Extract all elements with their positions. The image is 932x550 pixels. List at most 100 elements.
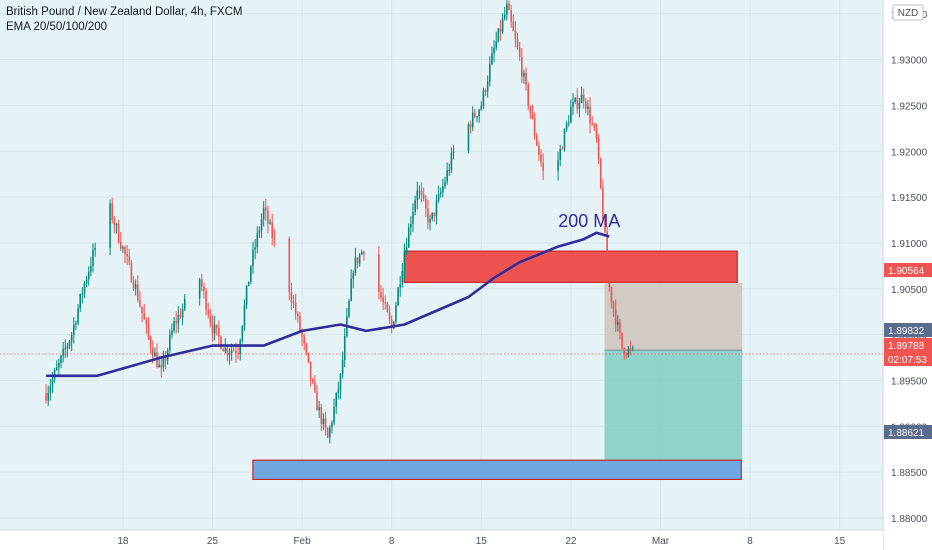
candle-body	[303, 336, 306, 344]
stop-loss-zone	[604, 283, 743, 351]
candle-body	[45, 393, 47, 401]
candle-body	[437, 193, 440, 201]
candle-body	[450, 153, 453, 170]
candles-layer	[45, 0, 634, 444]
candle-body	[612, 301, 615, 309]
time-tick-label: 15	[834, 536, 846, 547]
candle-body	[179, 314, 182, 318]
candle-body	[523, 73, 525, 77]
candle-body	[83, 283, 86, 294]
candle-body	[580, 94, 583, 104]
price-tick-label: 1.92500	[891, 101, 928, 112]
candle-body	[501, 18, 504, 32]
candle-body	[62, 348, 64, 356]
candle-body	[363, 251, 365, 255]
candle-body	[145, 319, 148, 324]
candle-body	[213, 324, 216, 334]
candle-body	[452, 151, 455, 154]
candle-body	[307, 352, 310, 362]
price-tick-label: 1.88500	[891, 468, 928, 479]
indicator-legend: EMA 20/50/100/200	[6, 21, 108, 33]
price-label-text: 1.90564	[888, 266, 925, 277]
candle-body	[476, 116, 478, 118]
candle-body	[480, 105, 483, 110]
candle-body	[297, 313, 299, 316]
zones-layer	[0, 250, 883, 481]
candle-body	[175, 321, 178, 324]
candle-body	[329, 427, 331, 438]
candle-body	[147, 323, 150, 338]
candle-body	[252, 249, 254, 267]
time-tick-label: Feb	[293, 536, 311, 547]
candle-body	[81, 293, 84, 295]
candle-body	[563, 129, 566, 150]
candle-body	[247, 281, 250, 286]
candle-body	[230, 350, 233, 354]
candle-body	[87, 271, 90, 280]
candle-body	[79, 294, 82, 309]
price-tick-label: 1.92000	[891, 147, 928, 158]
candle-body	[593, 124, 596, 128]
candle-body	[405, 247, 408, 253]
candle-body	[429, 219, 431, 223]
candle-body	[570, 107, 572, 123]
candle-body	[422, 194, 425, 199]
candle-body	[350, 278, 352, 301]
candle-body	[574, 97, 576, 103]
price-axis: 1.935001.930001.925001.920001.915001.910…	[882, 0, 932, 550]
candle-body	[606, 231, 608, 264]
candle-body	[585, 100, 587, 110]
candle-body	[401, 270, 404, 285]
candle-body	[395, 305, 397, 322]
candle-body	[294, 302, 297, 314]
candle-body	[384, 302, 387, 304]
candle-body	[260, 219, 263, 231]
candle-body	[499, 28, 502, 32]
candle-body	[486, 81, 489, 92]
candle-body	[237, 353, 239, 355]
candle-body	[521, 56, 523, 77]
candle-body	[489, 64, 491, 82]
candle-body	[256, 233, 259, 248]
candle-body	[203, 286, 205, 292]
candle-body	[326, 428, 329, 438]
candle-body	[173, 321, 175, 331]
candle-body	[542, 162, 544, 171]
candle-body	[292, 302, 295, 304]
time-tick-label: 22	[565, 536, 577, 547]
candle-body	[358, 254, 361, 264]
candle-body	[610, 287, 613, 302]
candle-body	[356, 257, 359, 264]
candle-body	[267, 210, 269, 224]
candle-body	[567, 122, 570, 124]
candle-body	[141, 306, 143, 314]
candle-body	[111, 203, 114, 221]
candle-body	[290, 292, 293, 303]
candle-body	[92, 249, 94, 267]
candle-body	[262, 207, 265, 220]
candle-body	[51, 378, 54, 387]
candle-body	[222, 348, 224, 352]
candle-body	[218, 327, 220, 337]
candle-body	[55, 367, 58, 371]
candle-body	[497, 28, 500, 42]
candle-body	[220, 336, 222, 349]
candle-body	[484, 90, 487, 92]
candle-body	[309, 361, 312, 380]
candle-body	[412, 212, 414, 224]
candle-body	[420, 190, 423, 195]
candle-body	[109, 203, 111, 248]
candle-body	[316, 391, 318, 411]
candle-body	[66, 346, 69, 349]
candle-body	[115, 223, 118, 226]
candle-body	[60, 355, 62, 364]
candle-body	[631, 347, 634, 349]
candle-body	[518, 47, 521, 57]
candle-body	[595, 127, 598, 139]
candle-body	[58, 363, 60, 368]
candle-body	[591, 123, 594, 125]
candle-body	[431, 212, 434, 220]
candle-body	[337, 390, 340, 393]
candle-body	[149, 337, 152, 349]
